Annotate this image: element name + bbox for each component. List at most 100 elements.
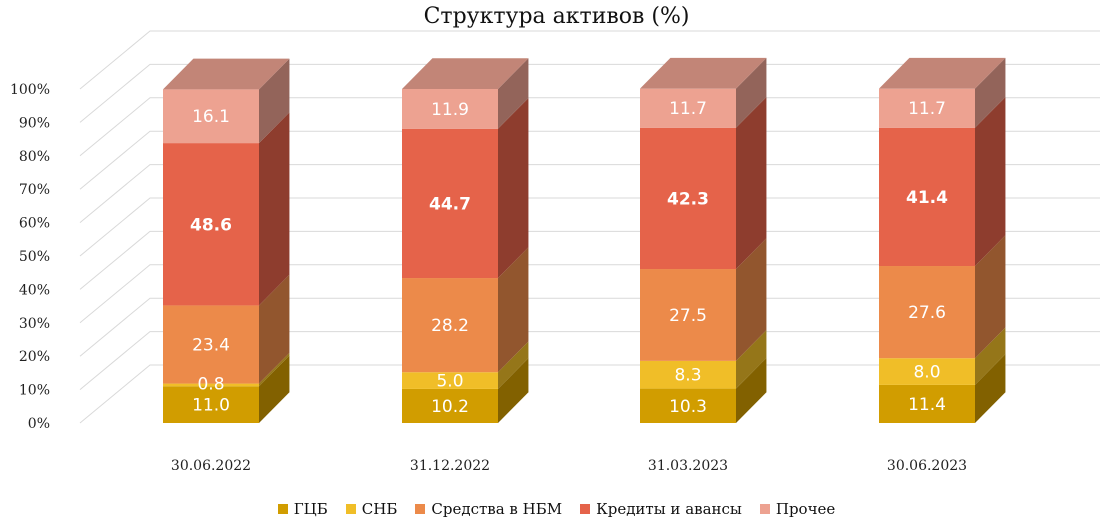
bar-top-face <box>163 58 290 90</box>
data-label: 8.0 <box>913 363 940 383</box>
bar-side-face <box>736 238 767 361</box>
legend-swatch <box>345 504 356 514</box>
y-tick-label: 20% <box>19 349 50 365</box>
bar-side-face <box>498 58 529 129</box>
bar-segment <box>640 269 736 361</box>
bar-side-face <box>498 341 529 389</box>
bar-segment <box>402 89 498 129</box>
gridline <box>79 130 1100 190</box>
bar-segment <box>163 89 259 144</box>
bar-top-face <box>402 58 529 89</box>
bar-side-face <box>736 357 767 423</box>
legend: ГЦБ СНБ Средства в НБМ Кредиты и авансы Проч… <box>0 500 1113 518</box>
stacked-bar-chart: 0% 10% 20% 30% 40% 50% 60% 70% 80% 90% 100% 11.00.… <box>10 30 1100 474</box>
legend-label: Средства в НБМ <box>431 500 563 518</box>
bar-stack: 10.3 8.3 27.5 42.3 11.7 <box>640 57 767 423</box>
y-tick-label: 10% <box>19 383 50 399</box>
gridline <box>79 364 1100 424</box>
x-tick-label: 31.12.2022 <box>410 458 490 474</box>
y-tick-label: 100% <box>10 82 50 98</box>
bar-side-face <box>975 96 1006 267</box>
bar-side-face <box>975 235 1006 359</box>
data-label: 28.2 <box>431 316 469 336</box>
data-label: 10.2 <box>431 397 469 417</box>
legend-swatch <box>415 504 426 514</box>
data-label: 8.3 <box>674 366 701 386</box>
bar-side-face <box>736 96 767 270</box>
bar-side-face <box>975 327 1006 385</box>
y-tick-label: 90% <box>19 115 50 131</box>
bar-side-face <box>975 354 1006 423</box>
x-tick-label: 30.06.2023 <box>887 458 967 474</box>
bar-segment <box>640 88 736 128</box>
bar-segment <box>163 383 259 387</box>
gridline <box>79 30 1100 90</box>
data-label: 10.3 <box>669 397 707 417</box>
bar-segment <box>879 266 975 359</box>
gridline <box>79 331 1100 390</box>
y-axis-ticks: 0% 10% 20% 30% 40% 50% 60% 70% 80% 90% 100% <box>10 82 50 432</box>
gridline <box>79 264 1100 324</box>
gridline <box>79 164 1100 223</box>
bar-top-face <box>879 57 1006 89</box>
data-label: 16.1 <box>192 107 230 127</box>
bar-side-face <box>259 58 290 144</box>
bar-side-face <box>975 57 1006 128</box>
legend-label: ГЦБ <box>293 500 328 518</box>
data-label: 11.4 <box>908 395 946 415</box>
bar-segment <box>163 386 259 423</box>
data-label: 0.8 <box>197 375 224 395</box>
y-tick-label: 0% <box>28 416 50 432</box>
y-tick-label: 80% <box>19 149 50 165</box>
bar-segment <box>402 372 498 389</box>
bars: 11.00.823.448.616.110.25.028.244.711.910… <box>163 57 1006 423</box>
y-tick-label: 30% <box>19 316 50 332</box>
x-tick-label: 30.06.2022 <box>171 458 251 474</box>
y-tick-label: 40% <box>19 282 50 298</box>
bar-segment <box>879 384 975 423</box>
bar-side-face <box>259 355 290 423</box>
data-label: 11.7 <box>669 99 707 119</box>
gridline <box>79 97 1100 157</box>
bar-top-face <box>640 57 767 89</box>
legend-item: ГЦБ <box>277 500 328 518</box>
legend-swatch <box>759 504 770 514</box>
legend-item: Средства в НБМ <box>415 500 562 518</box>
bar-segment <box>402 278 498 373</box>
x-tick-label: 31.03.2023 <box>648 458 728 474</box>
legend-label: СНБ <box>361 500 398 518</box>
bar-stack: 11.4 8.0 27.6 41.4 11.7 <box>879 57 1006 423</box>
data-label: 23.4 <box>192 336 230 356</box>
bar-segment <box>640 388 736 423</box>
data-label: 44.7 <box>429 194 471 214</box>
bar-side-face <box>736 57 767 128</box>
bar-segment <box>879 127 975 267</box>
bar-segment <box>879 88 975 128</box>
bar-side-face <box>498 247 529 373</box>
bar-segment <box>640 127 736 270</box>
legend-label: Кредиты и авансы <box>596 500 742 518</box>
bar-side-face <box>259 352 290 387</box>
y-tick-label: 70% <box>19 182 50 198</box>
chart-title: Структура активов (%) <box>423 4 690 29</box>
data-label: 48.6 <box>190 215 232 235</box>
bar-side-face <box>259 112 290 306</box>
data-label: 11.9 <box>431 100 469 120</box>
data-label: 5.0 <box>436 372 463 392</box>
bar-side-face <box>736 330 767 389</box>
bar-stack: 10.2 5.0 28.2 44.7 11.9 <box>402 58 529 423</box>
gridline <box>79 197 1100 257</box>
legend-item: Прочее <box>759 500 835 518</box>
legend-item: Кредиты и авансы <box>580 500 742 518</box>
data-label: 27.5 <box>669 306 707 326</box>
y-tick-label: 50% <box>19 249 50 265</box>
y-tick-label: 60% <box>19 216 50 232</box>
bar-stack: 11.00.8 23.4 48.6 16.1 <box>163 58 290 423</box>
legend-swatch <box>580 504 591 514</box>
gridline <box>79 297 1100 357</box>
data-label: 11.0 <box>192 396 230 416</box>
legend-item: СНБ <box>345 500 398 518</box>
gridlines <box>79 30 1100 424</box>
data-label: 11.7 <box>908 99 946 119</box>
gridline <box>79 63 1100 123</box>
